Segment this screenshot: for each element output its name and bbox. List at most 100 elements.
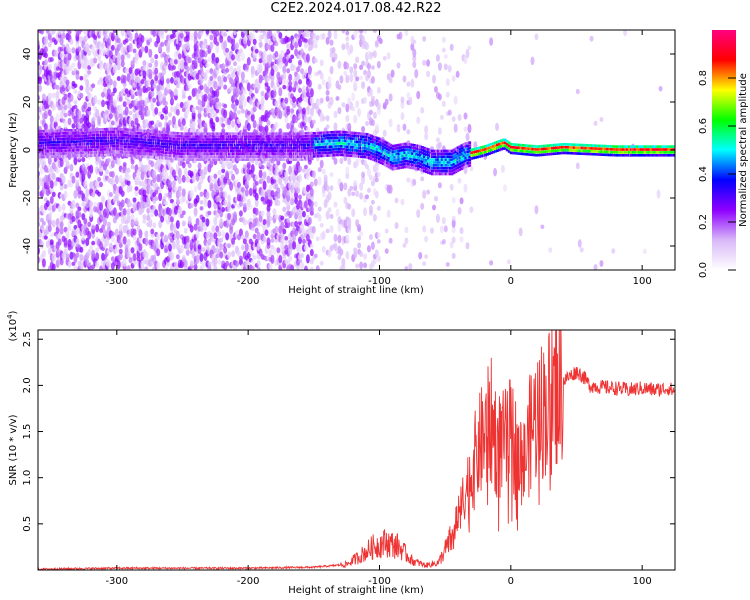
spectrogram-cell: [218, 132, 221, 135]
spectrogram-cell: [229, 138, 233, 141]
spectrogram-cell: [63, 121, 68, 130]
spectrogram-cell: [147, 150, 151, 153]
spectrogram-cell: [255, 141, 259, 144]
spectrogram-cell: [120, 190, 125, 197]
spectrogram-cell: [115, 141, 119, 145]
spectrogram-cell: [181, 88, 186, 98]
spectrogram-cell: [182, 152, 186, 156]
spectrogram-cell: [59, 184, 64, 191]
spectrogram-cell: [99, 128, 103, 131]
spectrogram-cell: [195, 218, 200, 226]
spectrogram-cell: [231, 37, 236, 47]
spectrogram-cell: [290, 197, 295, 206]
spectrogram-cell: [363, 96, 368, 104]
spectrogram-cell: [185, 65, 190, 72]
spectrogram-cell: [46, 152, 50, 156]
spectrogram-cell: [123, 131, 127, 134]
spectrogram-cell: [268, 184, 273, 190]
spectrogram-cell: [255, 135, 259, 138]
spectrogram-cell: [202, 155, 206, 159]
spectrogram-cell: [235, 99, 239, 106]
spectrogram-cell: [74, 154, 78, 158]
spectrogram-cell: [115, 150, 119, 154]
spectrogram-cell: [172, 149, 176, 152]
spectrogram-cell: [49, 239, 54, 246]
spectrogram-cell: [199, 253, 204, 262]
spectrogram-cell: [240, 108, 245, 114]
spectrogram-cell: [97, 128, 101, 131]
spectrogram-cell: [135, 146, 139, 149]
spectrogram-cell: [150, 57, 155, 64]
spectrogram-cell: [90, 128, 93, 131]
spectrogram-cell: [223, 76, 228, 83]
spectrogram-cell: [78, 134, 82, 138]
spectrogram-cell: [111, 130, 115, 134]
spectrogram-cell: [97, 154, 101, 157]
spectrogram-cell: [294, 220, 299, 228]
spectrogram-cell: [125, 131, 129, 134]
spectrogram-cell: [113, 136, 117, 139]
spectrogram-cell: [204, 158, 208, 161]
spectrogram-cell: [265, 143, 269, 147]
spectrogram-cell: [193, 264, 198, 270]
spectrogram-cell: [115, 144, 119, 148]
spectrogram-cell: [300, 261, 304, 270]
spectrogram-cell: [188, 135, 192, 138]
spectrogram-cell: [90, 151, 93, 154]
spectrogram-cell: [250, 259, 255, 265]
spectrogram-cell: [188, 146, 192, 150]
spectrogram-cell: [315, 34, 320, 41]
spectrogram-cell: [345, 62, 350, 70]
spectrogram-cell: [221, 168, 226, 174]
spectrogram-cell: [257, 158, 261, 161]
spectrogram-cell: [202, 132, 206, 135]
spectrogram-cell: [254, 174, 259, 181]
spectrogram-cell: [248, 98, 253, 105]
spectrogram-cell: [259, 146, 263, 150]
spectrogram-cell: [66, 140, 70, 144]
spectrogram-cell: [355, 76, 360, 82]
spectrogram-cell: [162, 96, 167, 102]
spectrogram-cell: [184, 135, 188, 138]
spectrogram-cell: [233, 211, 237, 221]
spectrogram-cell: [278, 176, 283, 186]
spectrogram-cell: [282, 84, 287, 90]
spectrogram-cell: [81, 157, 86, 163]
spectrogram-cell: [286, 122, 291, 130]
spectrogram-cell: [54, 140, 58, 144]
spectrogram-cell: [261, 141, 265, 144]
spectrogram-cell: [361, 81, 366, 90]
spectrogram-cell: [164, 136, 168, 140]
spectrogram-cell: [141, 155, 145, 158]
spectrogram-cell: [303, 244, 308, 251]
spectrogram-cell: [347, 156, 352, 166]
spectrogram-cell: [87, 122, 92, 129]
spectrogram-cell: [38, 76, 42, 81]
spectrogram-cell: [108, 112, 113, 120]
spectrogram-cell: [141, 149, 145, 153]
spectrogram-cell: [65, 58, 70, 67]
spectrogram-cell: [67, 30, 72, 35]
spectrogram-cell: [244, 188, 249, 197]
spectrogram-cell: [189, 203, 194, 209]
spectrogram-cell: [173, 58, 178, 65]
spectrogram-cell: [187, 83, 192, 89]
spectrogram-cell: [290, 54, 295, 60]
spectrogram-cell: [283, 149, 286, 153]
spectrogram-cell: [93, 201, 98, 207]
spectrogram-cell: [161, 148, 164, 151]
spectrogram-cell: [273, 152, 277, 156]
spectrogram-cell: [68, 143, 72, 147]
spectrogram-cell: [80, 151, 84, 155]
spectrogram-cell: [51, 30, 56, 35]
spectrogram-cell: [66, 131, 70, 135]
spectrogram-cell: [313, 253, 318, 259]
spectrogram-cell: [74, 137, 78, 141]
spectrogram-cell: [315, 236, 320, 242]
spectrogram-cell: [247, 135, 251, 138]
spectrogram-cell: [200, 146, 204, 150]
spectrogram-cell: [85, 85, 90, 94]
spectrogram-cell: [283, 152, 286, 156]
spectrogram-cell: [260, 90, 265, 97]
spectrogram-cell: [58, 132, 62, 135]
